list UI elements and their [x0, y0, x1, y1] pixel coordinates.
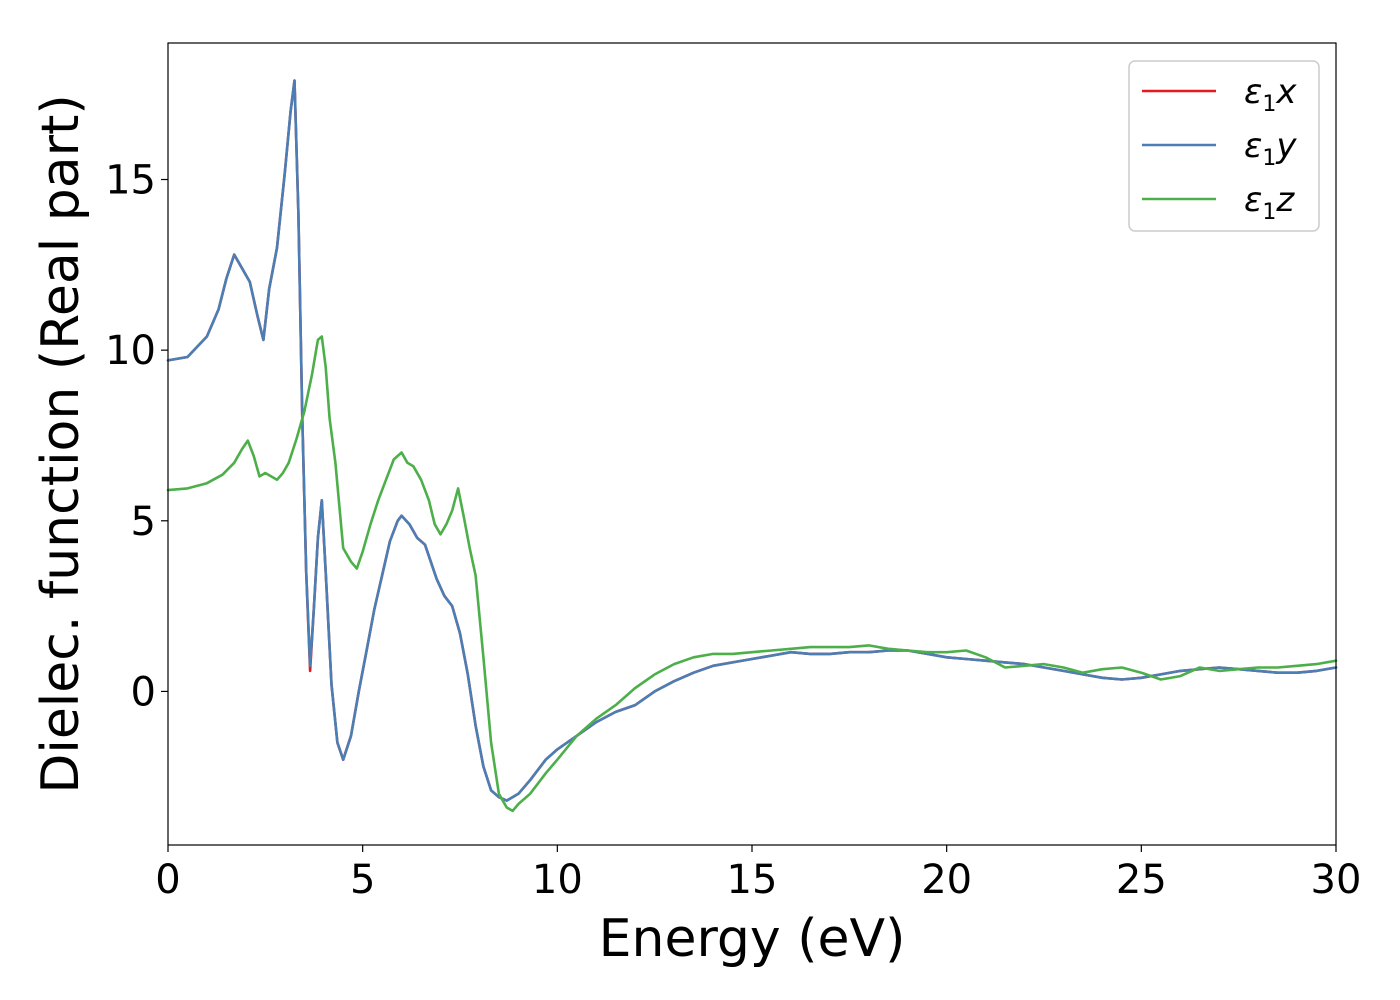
- x-tick-label: 30: [1311, 857, 1362, 903]
- y-axis-ticks: 0 5 10 15: [105, 158, 168, 715]
- series-line-z: [166, 335, 1338, 813]
- x-tick-label: 10: [532, 857, 583, 903]
- y-tick-label: 10: [105, 328, 156, 374]
- series-layer: [166, 79, 1338, 813]
- x-axis-label: Energy (eV): [599, 909, 906, 969]
- y-tick-label: 15: [105, 158, 156, 204]
- x-tick-label: 25: [1116, 857, 1167, 903]
- y-tick-label: 0: [131, 669, 156, 715]
- x-tick-label: 5: [350, 857, 375, 903]
- x-tick-label: 20: [921, 857, 972, 903]
- series-line-y: [166, 79, 1338, 802]
- legend-box: [1128, 60, 1320, 232]
- legend-label-y: ε1y: [1244, 126, 1297, 171]
- legend: ε1x ε1y ε1z: [1128, 60, 1320, 232]
- x-axis-ticks: 0 5 10 15 20 25 30: [155, 845, 1361, 903]
- y-axis-label: Dielec. function (Real part): [31, 94, 91, 793]
- x-tick-label: 15: [727, 857, 778, 903]
- legend-label-z: ε1z: [1244, 180, 1295, 225]
- legend-label-x: ε1x: [1244, 72, 1297, 117]
- y-tick-label: 5: [131, 499, 156, 545]
- x-tick-label: 0: [155, 857, 180, 903]
